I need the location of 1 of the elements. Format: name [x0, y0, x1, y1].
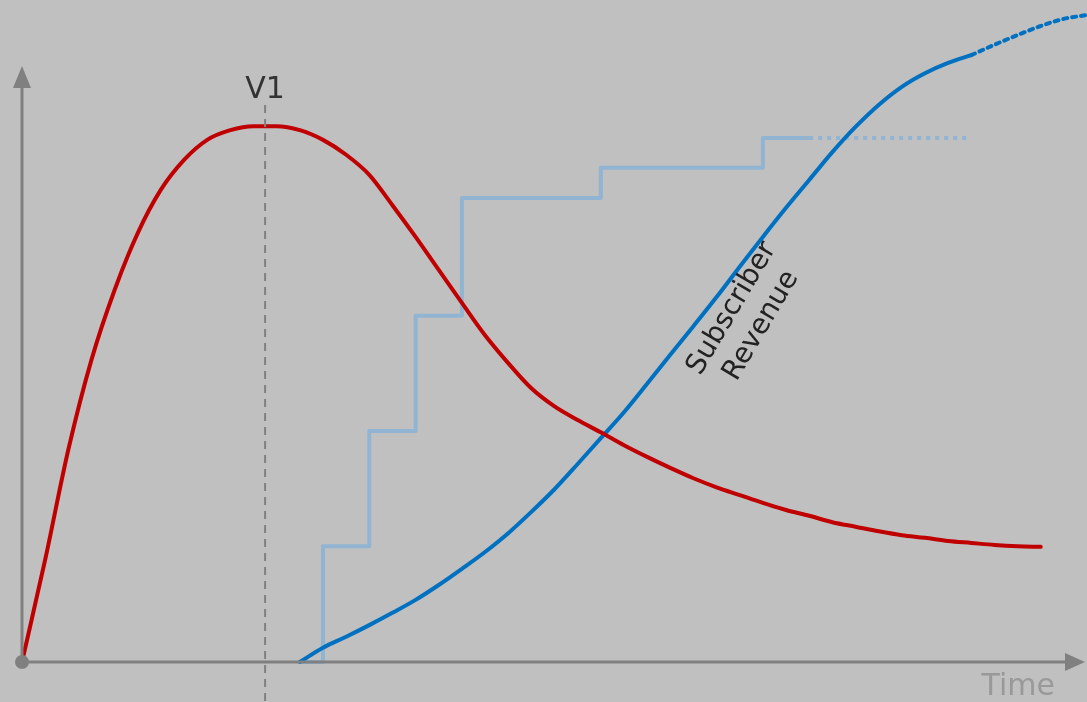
annotation: V1	[245, 70, 285, 105]
